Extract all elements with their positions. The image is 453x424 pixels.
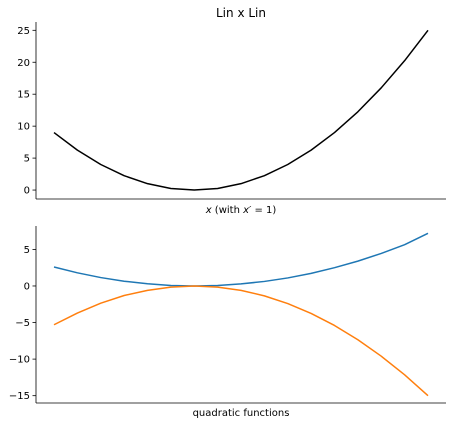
top-y-axis-ticks: 0 5 10 15 20 25 <box>17 26 36 197</box>
y-tick-label: 0 <box>24 186 30 197</box>
y-tick-label: −5 <box>15 318 30 329</box>
x-label-var-prime: x <box>242 205 249 216</box>
series-line-0 <box>53 232 429 287</box>
y-tick-label: −15 <box>9 391 30 402</box>
x-label-text: (with <box>212 205 243 216</box>
y-tick-label: 5 <box>24 154 30 165</box>
y-tick-label: −10 <box>9 355 30 366</box>
y-tick-label: 15 <box>17 90 30 101</box>
top-chart-title: Lin x Lin <box>216 6 266 20</box>
y-tick-label: 5 <box>24 245 30 256</box>
x-label-prime: ′ <box>249 205 252 216</box>
y-tick-label: 10 <box>17 122 30 133</box>
bottom-y-axis-ticks: 5 0 −5 −10 −15 <box>9 245 36 402</box>
top-x-axis-label: x (with x′ = 1) <box>205 205 277 216</box>
bottom-plot-area <box>53 232 429 397</box>
bottom-x-axis-label: quadratic functions <box>193 408 290 419</box>
y-tick-label: 0 <box>24 281 30 292</box>
x-label-eq: = 1) <box>251 205 276 216</box>
series-line-0 <box>53 29 429 191</box>
y-tick-label: 20 <box>17 58 30 69</box>
top-plot-area <box>53 29 429 191</box>
y-tick-label: 25 <box>17 26 30 37</box>
series-line-1 <box>53 285 429 397</box>
x-label-var: x <box>205 205 212 216</box>
bottom-subplot: 5 0 −5 −10 −15 quadratic functions <box>9 226 446 419</box>
